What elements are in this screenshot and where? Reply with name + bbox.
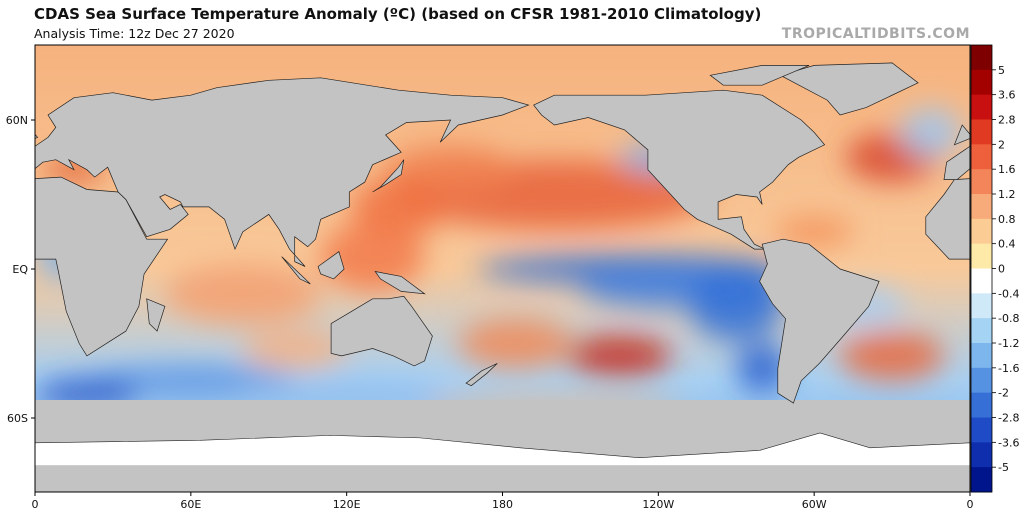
map-area xyxy=(35,45,970,492)
anomaly-blob xyxy=(775,216,854,247)
colorbar-label: 0.8 xyxy=(998,213,1016,226)
colorbar-segment xyxy=(971,318,992,344)
colorbar-segment xyxy=(971,218,992,245)
lon-label: 0 xyxy=(32,498,39,511)
anomaly-blob xyxy=(351,177,446,237)
colorbar-segment xyxy=(971,243,992,269)
colorbar-segment xyxy=(971,367,992,394)
landmass xyxy=(146,298,166,332)
colorbar-segment xyxy=(971,467,992,493)
lon-label: 0 xyxy=(967,498,974,511)
colorbar-label: -3.6 xyxy=(998,436,1019,449)
colorbar-label: 2.8 xyxy=(998,114,1016,127)
colorbar-segment xyxy=(971,119,992,145)
colorbar-segment xyxy=(971,293,992,319)
lat-label: EQ xyxy=(12,263,28,276)
colorbar-segment xyxy=(971,417,992,443)
landmass xyxy=(533,89,826,250)
landmass xyxy=(35,77,530,267)
landmass xyxy=(317,251,345,280)
colorbar-label: 0 xyxy=(998,263,1005,276)
anomaly-blob xyxy=(840,331,945,381)
landmass xyxy=(709,65,810,86)
anomaly-blob xyxy=(86,365,295,396)
colorbar-label: 3.6 xyxy=(998,89,1016,102)
colorbar-segment xyxy=(971,268,992,294)
colorbar-segment xyxy=(971,45,992,71)
lon-label: 180 xyxy=(492,498,513,511)
landmass xyxy=(925,178,970,260)
colorbar-segment xyxy=(971,94,992,120)
colorbar-label: -0.4 xyxy=(998,287,1019,300)
lon-label: 60E xyxy=(180,498,201,511)
anomaly-blob xyxy=(458,318,573,369)
watermark: TROPICALTIDBITS.COM xyxy=(782,26,970,42)
antarctic-interior xyxy=(35,465,970,492)
anomaly-blob xyxy=(242,328,347,369)
anomaly-field xyxy=(35,107,963,416)
landmass xyxy=(35,133,39,139)
anomaly-blob xyxy=(899,107,963,158)
lat-label: 60S xyxy=(7,412,28,425)
anomaly-blob xyxy=(736,343,789,394)
colorbar-label: -1.6 xyxy=(998,362,1019,375)
axis-labels: 60N EQ 60S 0 60E 120E 180 120W 60W 0 xyxy=(6,114,974,511)
landmass xyxy=(779,62,919,116)
colorbar-label: 1.2 xyxy=(998,188,1016,201)
anomaly-blob xyxy=(567,336,672,376)
anomaly-blob xyxy=(164,264,321,324)
landmass xyxy=(330,295,433,367)
title: CDAS Sea Surface Temperature Anomaly (ºC… xyxy=(34,5,761,23)
colorbar-label: 1.6 xyxy=(998,163,1016,176)
colorbar-segment xyxy=(971,169,992,195)
colorbar: 5 3.6 2.8 2 1.6 1.2 0.8 0.4 0 -0.4 -0.8 -1.2 -1.6 -2 -… xyxy=(970,44,1019,493)
colorbar-label: -1.2 xyxy=(998,337,1019,350)
lon-label: 60W xyxy=(802,498,827,511)
colorbar-segment xyxy=(971,343,992,369)
anomaly-blob xyxy=(689,271,784,342)
anomaly-blob xyxy=(242,380,451,406)
landmass xyxy=(759,238,880,404)
lat-label: 60N xyxy=(6,114,28,127)
colorbar-segment xyxy=(971,392,992,418)
landmass xyxy=(281,256,311,285)
colorbar-label: -2.8 xyxy=(998,412,1019,425)
anomaly-blob xyxy=(320,221,425,292)
colorbar-label: 2 xyxy=(998,138,1005,151)
colorbar-label: -5 xyxy=(998,461,1009,474)
lon-label: 120W xyxy=(642,498,674,511)
colorbar-label: -2 xyxy=(998,387,1009,400)
landmass xyxy=(953,124,970,146)
colorbar-label: -0.8 xyxy=(998,312,1019,325)
landmass xyxy=(465,363,498,387)
colorbar-label: 5 xyxy=(998,64,1005,77)
subtitle: Analysis Time: 12z Dec 27 2020 xyxy=(34,26,235,41)
landmass xyxy=(35,176,169,357)
colorbar-segment xyxy=(971,194,992,220)
lon-label: 120E xyxy=(333,498,361,511)
landmass xyxy=(374,270,426,295)
landmass xyxy=(943,145,970,180)
landmass xyxy=(372,159,405,193)
colorbar-label: 0.4 xyxy=(998,238,1016,251)
colorbar-segment xyxy=(971,442,992,468)
colorbar-segment xyxy=(971,69,992,96)
land xyxy=(35,62,970,492)
colorbar-segment xyxy=(971,144,992,170)
